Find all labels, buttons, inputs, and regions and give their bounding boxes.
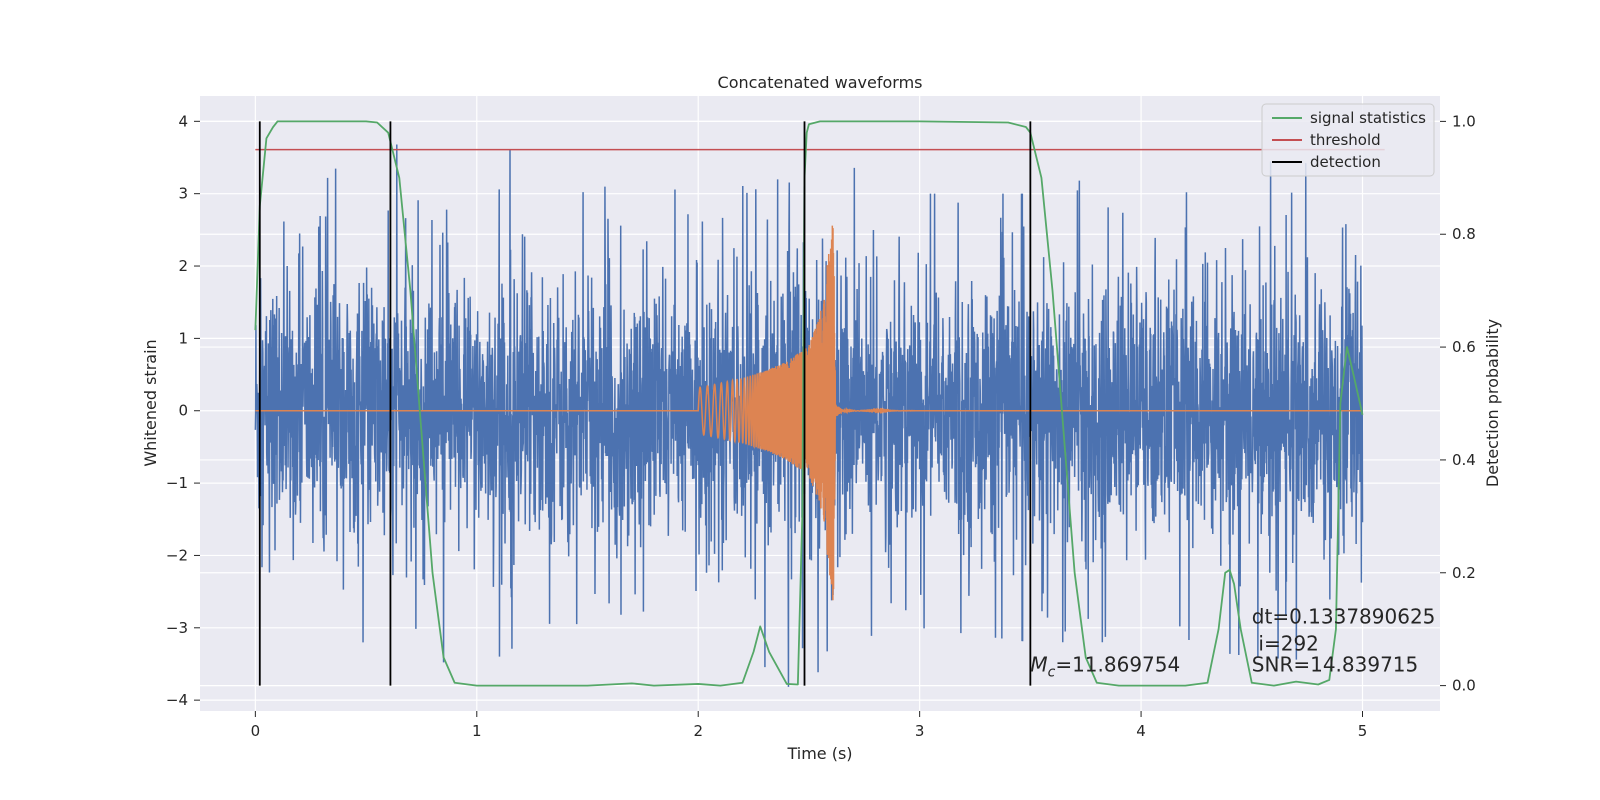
annotation-text: Mc=11.869754 — [1030, 653, 1180, 681]
y-tick-label: −2 — [166, 546, 188, 564]
signal-statistics-line — [254, 120, 1364, 687]
axes: 0 1 2 3 4 5 −4 −3 −2 −1 0 1 2 3 4 0.0 0.2 0.4 0.6 0.8 1.0 — [166, 112, 1476, 740]
data-layer — [254, 120, 1385, 687]
annotation-mc-symbol: M — [1030, 653, 1047, 677]
x-tick-label: 3 — [915, 722, 925, 740]
legend: signal statistics threshold detection — [1261, 103, 1435, 177]
y-tick-label: −1 — [166, 474, 188, 492]
y2-tick-label: 0.4 — [1452, 451, 1476, 469]
x-tick-label: 4 — [1136, 722, 1146, 740]
legend-label: threshold — [1310, 131, 1381, 149]
annotation-text: dt=0.1337890625 — [1252, 605, 1436, 629]
annotations: Mc=11.869754 dt=0.1337890625 i=292SNR=14.8… — [1030, 605, 1435, 681]
x-axis-label: Time (s) — [786, 744, 852, 763]
y-tick-label: 4 — [178, 112, 188, 130]
y2-tick-label: 0.0 — [1452, 677, 1476, 695]
annotation-text: i=292 — [1258, 632, 1319, 656]
y2-tick-label: 0.2 — [1452, 564, 1476, 582]
y-tick-label: 1 — [178, 329, 188, 347]
y-tick-label: 0 — [178, 402, 188, 420]
y2-tick-label: 0.8 — [1452, 225, 1476, 243]
x-tick-label: 2 — [693, 722, 703, 740]
y-tick-label: 2 — [178, 257, 188, 275]
annotation-mc-subscript: c — [1048, 665, 1056, 681]
annotation-mc-value: =11.869754 — [1055, 653, 1180, 677]
y2-axis-label: Detection probability — [1483, 319, 1502, 487]
legend-label: signal statistics — [1310, 109, 1426, 127]
y-tick-label: 3 — [178, 185, 188, 203]
legend-box — [1261, 103, 1435, 177]
y-axis-label: Whitened strain — [141, 339, 160, 466]
y2-tick-label: 0.6 — [1452, 338, 1476, 356]
y2-tick-label: 1.0 — [1452, 112, 1476, 130]
legend-label: detection — [1310, 153, 1381, 171]
y-tick-label: −4 — [166, 691, 188, 709]
chart-title: Concatenated waveforms — [718, 73, 923, 92]
annotation-text: SNR=14.839715 — [1252, 653, 1418, 677]
x-tick-label: 1 — [472, 722, 482, 740]
x-tick-label: 5 — [1358, 722, 1368, 740]
y-tick-label: −3 — [166, 619, 188, 637]
waveform-series-line — [255, 225, 1363, 601]
x-tick-label: 0 — [251, 722, 261, 740]
